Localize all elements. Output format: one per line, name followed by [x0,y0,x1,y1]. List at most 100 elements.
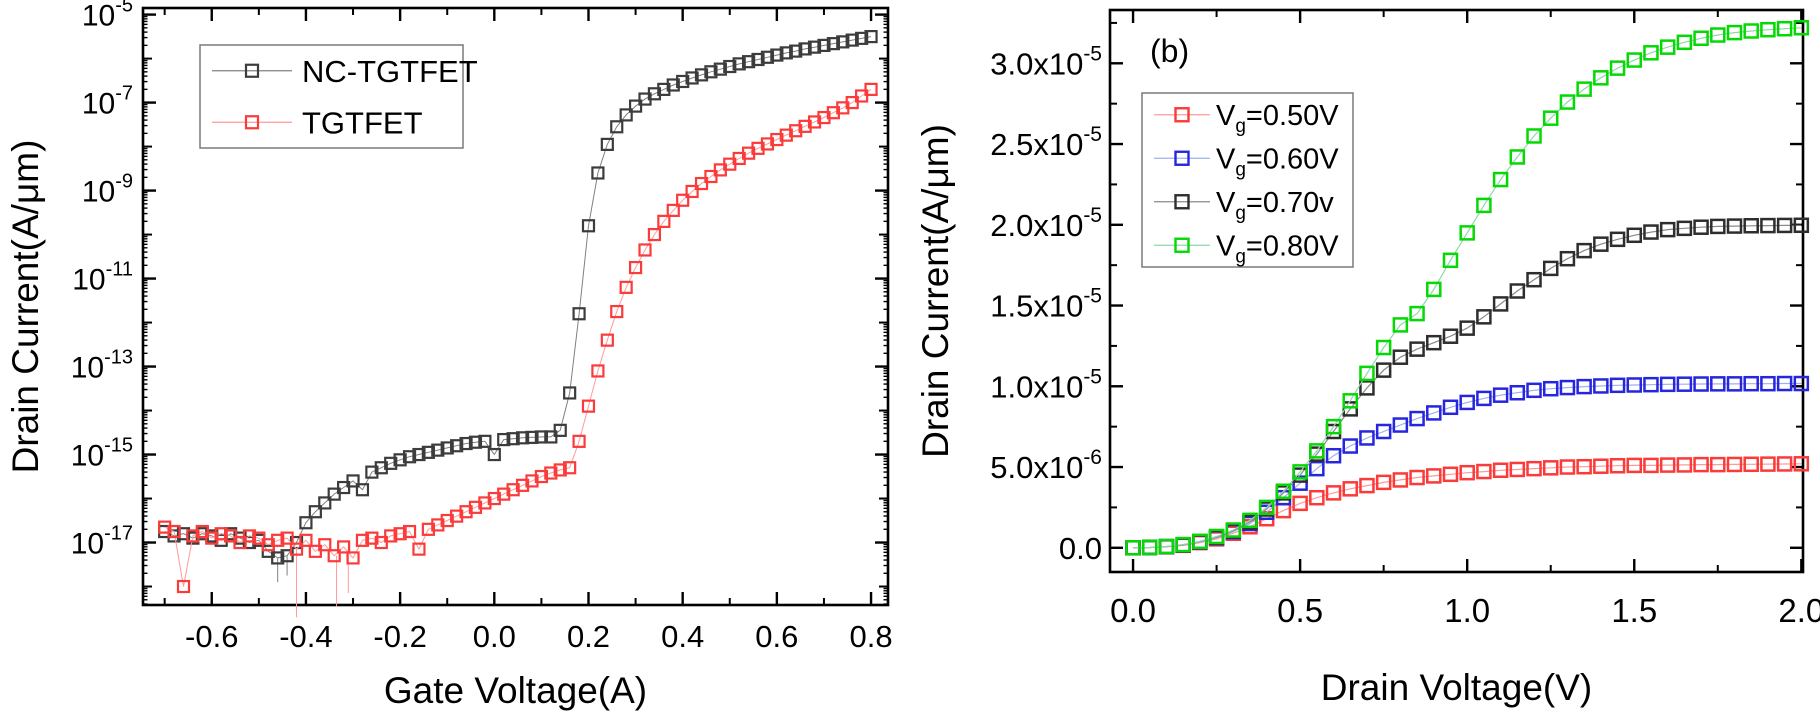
data-point-marker [1242,512,1258,529]
data-point-marker [205,531,219,545]
data-point-marker [506,432,520,446]
series-line [1133,463,1802,549]
data-point-marker [544,466,558,480]
data-point-marker [1776,217,1793,234]
data-point-marker [1459,394,1475,411]
data-point-marker [855,31,869,45]
legend-label: NC-TGTFET [302,54,478,89]
data-point-marker [431,443,445,457]
data-point-marker [1325,418,1342,435]
data-point-marker [807,115,822,129]
data-point-marker [1659,457,1676,473]
data-point-marker [1526,128,1542,144]
data-point-marker [271,533,285,547]
legend-label: TGTFET [302,105,423,140]
data-point-marker [1776,20,1793,37]
data-point-marker [318,538,332,552]
data-point-marker [1442,466,1459,483]
data-point-marker [1492,296,1509,312]
data-point-marker [1476,390,1492,407]
data-point-marker [1192,533,1208,550]
data-point-marker [864,29,878,44]
data-point-marker [1142,539,1158,556]
data-point-marker [1426,281,1442,298]
series-Vg=0.70v [1125,217,1810,556]
data-point-marker [619,280,633,294]
data-point-marker [1659,221,1676,238]
data-point-marker [610,120,624,134]
data-point-marker [318,496,332,510]
data-point-marker [1392,472,1409,488]
data-point-marker [1726,456,1743,473]
data-point-marker [1492,171,1509,188]
series-line [1133,224,1802,549]
data-point-marker [591,166,605,180]
data-point-marker [1392,317,1409,333]
series-Vg=0.50V [1125,456,1810,556]
data-point-marker [1459,225,1475,241]
data-point-marker [770,132,784,147]
data-point-marker [1676,376,1693,392]
data-point-marker [553,463,567,477]
data-point-marker [244,63,260,78]
data-point-marker [1509,283,1526,299]
legend-label: Vg=0.60V [1216,143,1339,180]
legend: Vg=0.50V Vg=0.60V Vg=0.70v Vg=0.80V [1141,92,1354,268]
data-point-marker [346,551,360,565]
data-point-marker [1309,460,1325,477]
legend-label: Vg=0.70v [1216,187,1334,224]
data-point-marker [685,184,699,199]
data-point-marker [1325,485,1342,501]
data-point-marker [610,304,624,319]
data-point-marker [299,533,313,547]
x-tick-label: 0.2 [567,619,610,654]
data-point-marker [440,513,454,528]
data-point-marker [468,500,483,514]
data-point-marker [271,551,285,565]
y-tick-label: 10-7 [82,83,133,121]
data-point-marker [534,430,549,444]
data-point-marker [760,50,775,64]
data-point-marker [1292,475,1308,491]
axes: -0.6 -0.4 -0.2 0.0 0.2 0.4 0.6 0.8 10-17 10-15 10-… [5,0,893,711]
data-point-marker [1174,107,1190,123]
data-point-marker [1325,447,1342,464]
data-point-marker [1609,457,1626,474]
plot-frame [141,6,890,607]
data-point-marker [1559,459,1576,475]
data-point-marker [1258,499,1275,516]
x-axis-title: Drain Voltage(V) [1321,667,1592,708]
data-point-marker [581,219,596,233]
data-point-marker [600,333,614,347]
data-point-marker [1643,376,1659,393]
data-point-marker [563,461,577,475]
data-point-marker [1359,380,1375,396]
panel-label: (b) [1150,33,1189,69]
x-tick-label: 0.4 [661,619,704,654]
data-point-marker [1726,376,1743,392]
data-point-marker [1208,528,1225,545]
data-point-marker [647,87,662,101]
data-point-marker [1626,52,1643,68]
data-point-marker [1459,464,1475,481]
data-point-marker [534,469,549,484]
y-tick-label: 2.5x10-5 [990,123,1102,162]
data-point-marker [1375,423,1392,440]
data-point-marker [1743,456,1759,473]
data-point-marker [280,531,294,545]
data-point-marker [1659,376,1676,393]
data-point-marker [1710,456,1726,473]
data-point-marker [1158,538,1175,555]
data-point-marker [1459,320,1475,336]
y-tick-label: 10-17 [71,523,133,561]
data-point-marker [1643,457,1659,474]
data-point-marker [374,461,388,475]
data-point-marker [1359,430,1375,446]
data-point-marker [1710,376,1726,392]
data-point-marker [1593,236,1609,252]
data-point-marker [1760,456,1776,472]
data-point-marker [1125,540,1141,556]
y-tick-label: 10-5 [82,0,133,33]
data-point-marker [628,99,643,113]
series-line [164,88,872,587]
